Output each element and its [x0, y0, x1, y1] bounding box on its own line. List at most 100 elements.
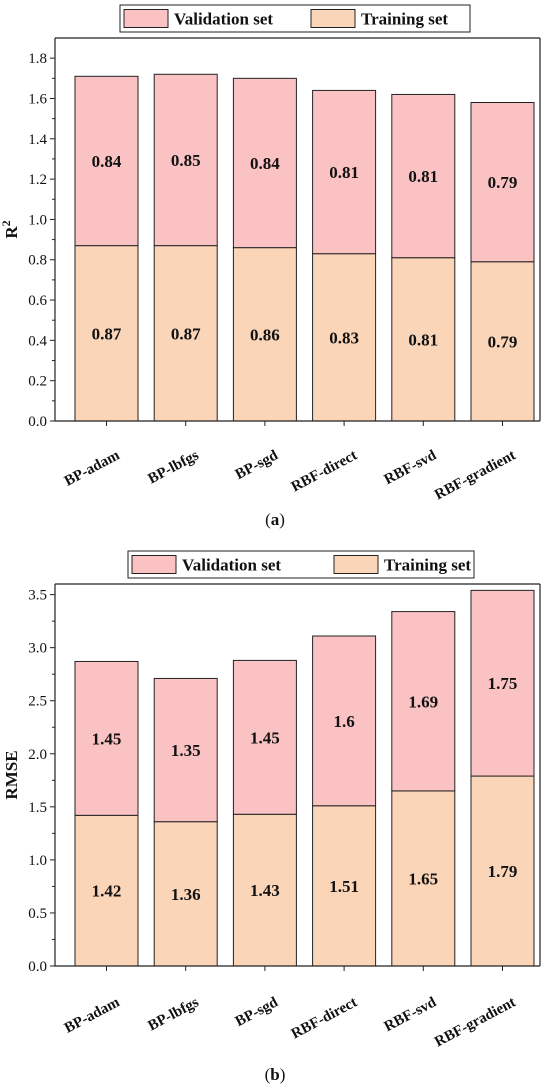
data-label: 1.79	[488, 862, 518, 881]
legend-label: Training set	[361, 10, 448, 29]
data-label: 1.51	[329, 877, 359, 896]
data-label: 1.65	[408, 869, 438, 888]
y-axis-label: RMSE	[2, 750, 21, 799]
y-tick-label: 0.2	[28, 374, 47, 390]
bar-validation-set-bp-sgd	[232, 77, 297, 249]
x-tick-label: RBF-svd	[382, 994, 440, 1035]
bar-training-set-bp-adam	[74, 245, 139, 422]
data-label: 0.81	[408, 167, 438, 186]
legend-label: Validation set	[174, 10, 273, 29]
y-tick-label: 0.5	[28, 906, 47, 922]
legend-label: Training set	[384, 556, 471, 575]
data-label: 0.85	[171, 151, 201, 170]
data-label: 1.6	[333, 712, 354, 731]
caption-paren-close: )	[279, 510, 285, 529]
y-axis-label: R2	[0, 220, 21, 238]
bar-validation-set-rbf-direct	[312, 89, 377, 255]
y-tick-label: 0.0	[28, 414, 47, 430]
figure-caption: (a)	[265, 510, 285, 529]
data-label: 1.36	[171, 885, 201, 904]
data-label: 0.84	[92, 152, 122, 171]
y-tick-label: 1.0	[28, 853, 47, 869]
data-label: 0.81	[329, 163, 359, 182]
y-tick-label: 3.0	[28, 641, 47, 657]
bar-training-set-bp-adam	[74, 814, 139, 967]
chart-panel-a: 0.87 0.84 BP-adam 0.87 0.85 BP-lbfgs 0.86 0.84 B…	[0, 4, 541, 529]
x-tick-label: RBF-gradient	[432, 994, 518, 1050]
x-tick-label: BP-sgd	[233, 447, 282, 483]
legend-swatch-validation-set	[123, 9, 169, 28]
bar-validation-set-bp-adam	[74, 660, 139, 816]
bar-training-set-bp-lbfgs	[153, 821, 218, 967]
data-label: 0.83	[329, 328, 359, 347]
data-label: 1.43	[250, 881, 280, 900]
bar-validation-set-rbf-svd	[391, 611, 456, 792]
data-label: 1.75	[488, 674, 518, 693]
x-tick-label: BP-lbfgs	[145, 994, 201, 1034]
data-label: 0.79	[488, 173, 518, 192]
y-axis-label-text: RMSE	[2, 750, 21, 799]
x-tick-label: RBF-direct	[289, 447, 360, 495]
data-label: 1.69	[408, 692, 438, 711]
data-label: 1.45	[92, 729, 122, 748]
y-tick-label: 1.4	[28, 132, 47, 148]
legend-swatch-training-set	[333, 555, 379, 574]
y-tick-label: 1.6	[28, 91, 47, 107]
y-tick-label: 0.8	[28, 253, 47, 269]
y-tick-label: 2.5	[28, 694, 47, 710]
x-tick-label: BP-adam	[62, 447, 123, 490]
y-tick-label: 0.6	[28, 293, 47, 309]
bar-validation-set-rbf-gradient	[470, 589, 535, 777]
y-tick-label: 1.0	[28, 212, 47, 228]
data-label: 0.84	[250, 154, 280, 173]
y-axis-label-text: R	[2, 226, 21, 239]
x-tick-label: BP-adam	[62, 994, 123, 1037]
caption-letter: a	[271, 510, 280, 529]
data-label: 1.35	[171, 741, 201, 760]
caption-letter: b	[270, 1065, 279, 1084]
x-tick-label: RBF-direct	[289, 994, 360, 1042]
legend-box	[127, 550, 475, 579]
legend-box	[119, 4, 471, 33]
data-label: 0.79	[488, 332, 518, 351]
y-tick-label: 2.0	[28, 747, 47, 763]
bar-validation-set-bp-adam	[74, 75, 139, 247]
y-tick-label: 0.0	[28, 959, 47, 975]
x-tick-label: BP-lbfgs	[145, 447, 201, 487]
bar-validation-set-bp-lbfgs	[153, 677, 218, 823]
bar-validation-set-bp-lbfgs	[153, 73, 218, 247]
bar-training-set-rbf-svd	[391, 257, 456, 422]
legend-label: Validation set	[182, 556, 281, 575]
bar-training-set-rbf-gradient	[470, 261, 535, 422]
x-tick-label: RBF-svd	[382, 447, 440, 488]
bar-validation-set-rbf-direct	[312, 635, 377, 807]
y-axis-label-superscript: 2	[0, 220, 13, 226]
bar-validation-set-rbf-gradient	[470, 102, 535, 263]
y-tick-label: 0.4	[28, 333, 47, 349]
y-tick-label: 3.5	[28, 588, 47, 604]
data-label: 0.87	[171, 324, 201, 343]
data-label: 1.45	[250, 728, 280, 747]
bar-validation-set-rbf-svd	[391, 93, 456, 259]
y-tick-label: 1.2	[28, 172, 47, 188]
caption-paren-open: (	[265, 1065, 271, 1084]
data-label: 0.81	[408, 330, 438, 349]
y-tick-label: 1.5	[28, 800, 47, 816]
x-tick-label: RBF-gradient	[432, 447, 518, 503]
chart-panel-b: 1.42 1.45 BP-adam 1.36 1.35 BP-lbfgs 1.43 1.45 B…	[2, 550, 541, 1084]
x-tick-label: BP-sgd	[233, 994, 282, 1030]
data-label: 1.42	[92, 882, 122, 901]
caption-paren-open: (	[265, 510, 271, 529]
y-tick-label: 1.8	[28, 51, 47, 67]
legend-swatch-validation-set	[131, 555, 177, 574]
data-label: 0.87	[92, 324, 122, 343]
caption-paren-close: )	[280, 1065, 286, 1084]
bar-training-set-bp-sgd	[232, 247, 297, 422]
bar-training-set-rbf-svd	[391, 790, 456, 967]
bar-training-set-rbf-direct	[312, 253, 377, 422]
bar-validation-set-bp-sgd	[232, 659, 297, 815]
legend-swatch-training-set	[310, 9, 356, 28]
data-label: 0.86	[250, 325, 280, 344]
figure-caption: (b)	[265, 1065, 286, 1084]
